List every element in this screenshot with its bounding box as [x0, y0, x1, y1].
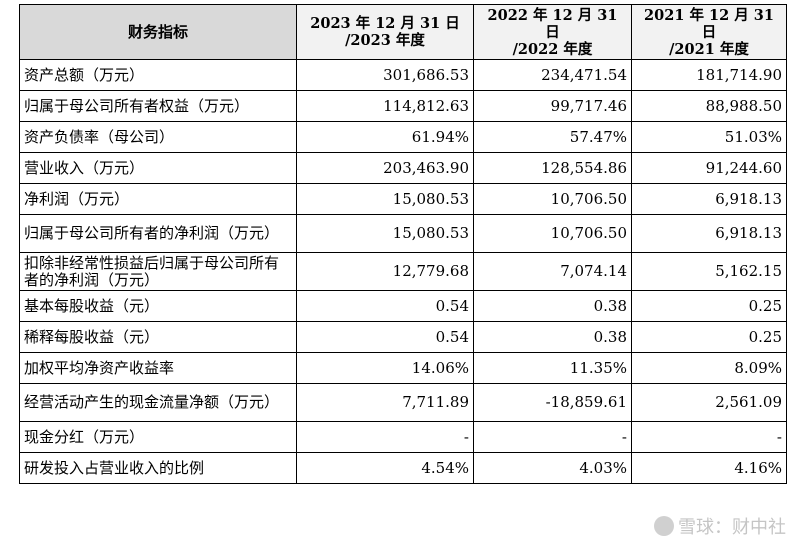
table-row: 加权平均净资产收益率 14.06% 11.35% 8.09%: [19, 352, 787, 384]
cell-2023: 203,463.90: [296, 152, 474, 184]
watermark-text: 雪球：财中社: [678, 517, 786, 538]
table-row: 归属于母公司所有者的净利润（万元） 15,080.53 10,706.50 6,…: [19, 214, 787, 253]
cell-2022: -18,859.61: [473, 383, 632, 422]
snowball-icon: [654, 516, 674, 536]
cell-2022: -: [473, 421, 632, 453]
cell-2021: 5,162.15: [631, 252, 787, 291]
table-row: 归属于母公司所有者权益（万元） 114,812.63 99,717.46 88,…: [19, 90, 787, 122]
cell-2022: 7,074.14: [473, 252, 632, 291]
cell-2022: 11.35%: [473, 352, 632, 384]
cell-2022: 0.38: [473, 290, 632, 322]
cell-2023: 114,812.63: [296, 90, 474, 122]
header-2021: 2021 年 12 月 31 日/2021 年度: [631, 4, 787, 60]
cell-2021: 6,918.13: [631, 214, 787, 253]
cell-2021: 2,561.09: [631, 383, 787, 422]
table-row: 基本每股收益（元） 0.54 0.38 0.25: [19, 290, 787, 322]
table-row: 稀释每股收益（元） 0.54 0.38 0.25: [19, 321, 787, 353]
cell-2022: 99,717.46: [473, 90, 632, 122]
cell-2021: 181,714.90: [631, 59, 787, 91]
table-header-row: 财务指标 2023 年 12 月 31 日/2023 年度 2022 年 12 …: [19, 4, 787, 60]
header-2022-text: 2022 年 12 月 31 日/2022 年度: [487, 6, 618, 58]
cell-2021: 0.25: [631, 321, 787, 353]
cell-2021: 91,244.60: [631, 152, 787, 184]
table-row: 经营活动产生的现金流量净额（万元） 7,711.89 -18,859.61 2,…: [19, 383, 787, 422]
cell-2021: 0.25: [631, 290, 787, 322]
cell-2021: 6,918.13: [631, 183, 787, 215]
cell-2023: 0.54: [296, 290, 474, 322]
row-label: 稀释每股收益（元）: [19, 321, 297, 353]
cell-2023: 7,711.89: [296, 383, 474, 422]
row-label: 资产总额（万元）: [19, 59, 297, 91]
cell-2022: 4.03%: [473, 452, 632, 484]
row-label: 归属于母公司所有者权益（万元）: [19, 90, 297, 122]
row-label: 净利润（万元）: [19, 183, 297, 215]
table-row: 净利润（万元） 15,080.53 10,706.50 6,918.13: [19, 183, 787, 215]
watermark: 雪球：财中社: [654, 513, 786, 539]
cell-2022: 234,471.54: [473, 59, 632, 91]
table-row: 资产总额（万元） 301,686.53 234,471.54 181,714.9…: [19, 59, 787, 91]
header-2021-text: 2021 年 12 月 31 日/2021 年度: [644, 6, 774, 58]
cell-2023: 14.06%: [296, 352, 474, 384]
cell-2021: 51.03%: [631, 121, 787, 153]
row-label: 现金分红（万元）: [19, 421, 297, 453]
header-2022: 2022 年 12 月 31 日/2022 年度: [473, 4, 632, 60]
cell-2023: 61.94%: [296, 121, 474, 153]
cell-2023: 301,686.53: [296, 59, 474, 91]
row-label: 资产负债率（母公司）: [19, 121, 297, 153]
cell-2021: 8.09%: [631, 352, 787, 384]
table-row: 资产负债率（母公司） 61.94% 57.47% 51.03%: [19, 121, 787, 153]
cell-2022: 10,706.50: [473, 214, 632, 253]
cell-2023: 15,080.53: [296, 183, 474, 215]
header-2023: 2023 年 12 月 31 日/2023 年度: [296, 4, 474, 60]
cell-2023: 15,080.53: [296, 214, 474, 253]
table-row: 扣除非经常性损益后归属于母公司所有者的净利润（万元） 12,779.68 7,0…: [19, 252, 787, 291]
cell-2021: 88,988.50: [631, 90, 787, 122]
cell-2022: 0.38: [473, 321, 632, 353]
row-label: 营业收入（万元）: [19, 152, 297, 184]
financial-indicators-table: 财务指标 2023 年 12 月 31 日/2023 年度 2022 年 12 …: [19, 4, 787, 484]
cell-2023: -: [296, 421, 474, 453]
row-label: 扣除非经常性损益后归属于母公司所有者的净利润（万元）: [19, 252, 297, 291]
row-label: 经营活动产生的现金流量净额（万元）: [19, 383, 297, 422]
cell-2021: -: [631, 421, 787, 453]
cell-2021: 4.16%: [631, 452, 787, 484]
cell-2022: 10,706.50: [473, 183, 632, 215]
cell-2022: 57.47%: [473, 121, 632, 153]
cell-2022: 128,554.86: [473, 152, 632, 184]
header-2023-text: 2023 年 12 月 31 日/2023 年度: [310, 15, 460, 49]
table-row: 研发投入占营业收入的比例 4.54% 4.03% 4.16%: [19, 452, 787, 484]
row-label: 研发投入占营业收入的比例: [19, 452, 297, 484]
row-label: 加权平均净资产收益率: [19, 352, 297, 384]
cell-2023: 4.54%: [296, 452, 474, 484]
financial-table-container: 财务指标 2023 年 12 月 31 日/2023 年度 2022 年 12 …: [19, 4, 787, 484]
header-indicator: 财务指标: [19, 4, 297, 60]
row-label: 归属于母公司所有者的净利润（万元）: [19, 214, 297, 253]
cell-2023: 0.54: [296, 321, 474, 353]
row-label: 基本每股收益（元）: [19, 290, 297, 322]
cell-2023: 12,779.68: [296, 252, 474, 291]
table-row: 现金分红（万元） - - -: [19, 421, 787, 453]
table-row: 营业收入（万元） 203,463.90 128,554.86 91,244.60: [19, 152, 787, 184]
